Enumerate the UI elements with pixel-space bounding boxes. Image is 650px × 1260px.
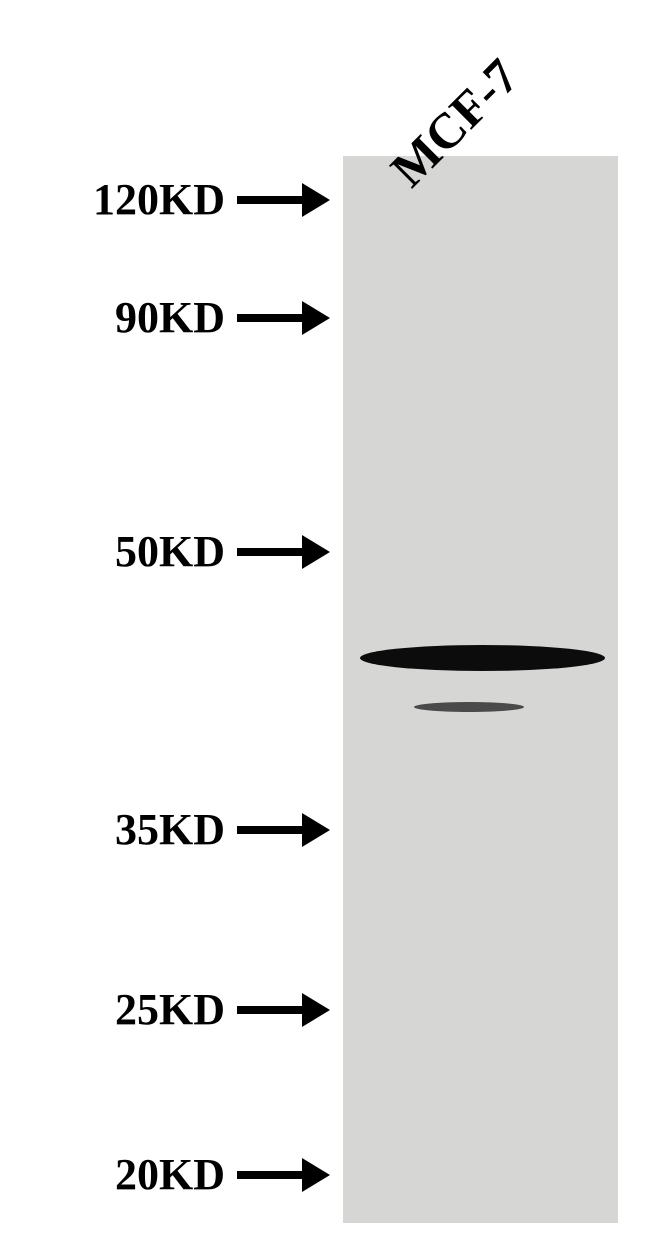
arrow-right-icon xyxy=(237,993,330,1027)
arrow-right-icon xyxy=(237,301,330,335)
band-secondary xyxy=(414,702,524,712)
blot-canvas: MCF-7 120KD90KD50KD35KD25KD20KD xyxy=(0,0,650,1260)
marker-label: 20KD xyxy=(0,1149,225,1200)
marker-row: 35KD xyxy=(0,804,330,855)
marker-label: 50KD xyxy=(0,526,225,577)
marker-row: 25KD xyxy=(0,984,330,1035)
marker-row: 120KD xyxy=(0,174,330,225)
marker-row: 90KD xyxy=(0,292,330,343)
gel-lane xyxy=(343,156,618,1223)
arrow-right-icon xyxy=(237,183,330,217)
marker-row: 20KD xyxy=(0,1149,330,1200)
marker-label: 90KD xyxy=(0,292,225,343)
arrow-right-icon xyxy=(237,1158,330,1192)
marker-label: 120KD xyxy=(0,174,225,225)
arrow-right-icon xyxy=(237,813,330,847)
arrow-right-icon xyxy=(237,535,330,569)
marker-row: 50KD xyxy=(0,526,330,577)
marker-label: 25KD xyxy=(0,984,225,1035)
marker-label: 35KD xyxy=(0,804,225,855)
band-primary xyxy=(360,645,605,671)
